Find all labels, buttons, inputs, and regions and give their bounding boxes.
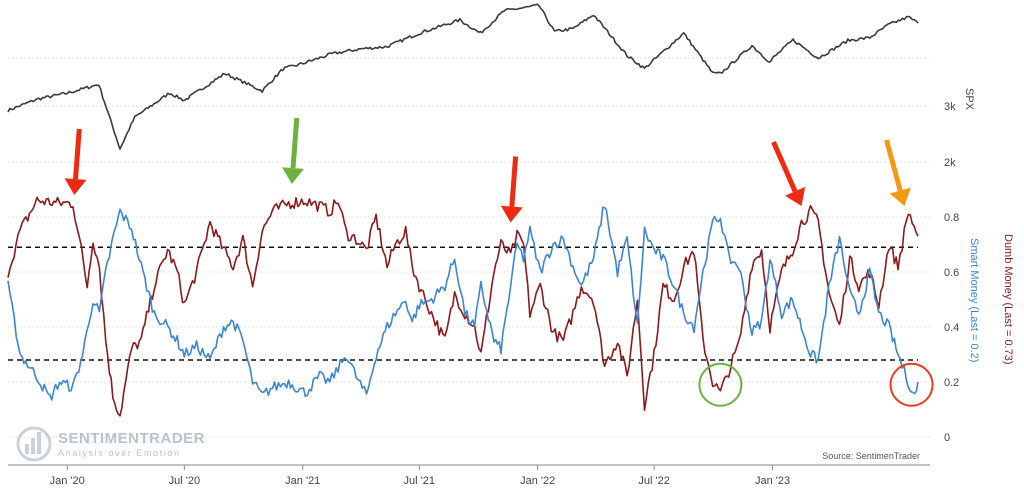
arrow-head bbox=[500, 205, 523, 223]
sentiment-tick-label: 0.6 bbox=[944, 267, 959, 279]
reference-lines bbox=[8, 246, 918, 361]
arrow-head bbox=[785, 186, 806, 206]
arrow-shaft bbox=[73, 128, 82, 180]
sentiment-axis-ticks: 0 0.2 0.4 0.6 0.8 bbox=[944, 212, 959, 444]
spx-axis-ticks: 2k 3k bbox=[944, 101, 956, 169]
highlight-circle bbox=[698, 362, 743, 407]
x-tick-label: Jan '20 bbox=[50, 475, 85, 487]
source-label: Source: SentimenTrader bbox=[822, 451, 920, 461]
logo-bar bbox=[31, 438, 35, 454]
x-tick-label: Jul '22 bbox=[638, 475, 669, 487]
x-tick-label: Jan '23 bbox=[755, 475, 790, 487]
dumb-money-axis-title: Dumb Money (Last = 0.73) bbox=[1002, 234, 1014, 365]
x-tick-label: Jan '22 bbox=[520, 475, 555, 487]
arrow-shaft bbox=[509, 156, 519, 207]
gridlines bbox=[8, 57, 930, 438]
spx-axis-title: SPX bbox=[963, 88, 975, 111]
logo-bar bbox=[37, 432, 41, 454]
logo-subtitle: Analysis over Emotion bbox=[58, 448, 181, 458]
sentiment-tick-label: 0.4 bbox=[944, 322, 959, 334]
logo-title: SENTIMENTRADER bbox=[58, 430, 205, 447]
spx-tick-label: 2k bbox=[944, 157, 956, 169]
annotations-group bbox=[64, 117, 934, 407]
arrow-head bbox=[282, 167, 304, 184]
spx-tick-label: 3k bbox=[944, 101, 956, 113]
logo-bar bbox=[25, 444, 29, 454]
sentiment-tick-label: 0.2 bbox=[944, 377, 959, 389]
arrow-head bbox=[64, 178, 87, 195]
x-tick-label: Jul '20 bbox=[169, 475, 200, 487]
x-axis-ticks: Jan '20 Jul '20 Jan '21 Jul '21 Jan '22 Jul '… bbox=[50, 465, 790, 487]
x-tick-label: Jul '21 bbox=[404, 475, 435, 487]
series-group bbox=[7, 3, 919, 417]
smart-money-line bbox=[7, 206, 919, 401]
sentiment-tick-label: 0 bbox=[944, 432, 950, 444]
dumb-money-line bbox=[7, 196, 919, 417]
logo-ring bbox=[16, 426, 52, 462]
arrow-shaft bbox=[884, 139, 903, 192]
arrow-shaft bbox=[771, 140, 798, 193]
spx-line bbox=[7, 3, 919, 150]
x-tick-label: Jan '21 bbox=[285, 475, 320, 487]
logo-watermark: SENTIMENTRADER Analysis over Emotion bbox=[16, 426, 205, 462]
arrow-head bbox=[889, 187, 911, 206]
sentiment-tick-label: 0.8 bbox=[944, 212, 959, 224]
smart-money-axis-title: Smart Money (Last = 0.2) bbox=[968, 238, 980, 362]
arrow-shaft bbox=[290, 117, 300, 169]
highlight-circle bbox=[889, 362, 934, 407]
